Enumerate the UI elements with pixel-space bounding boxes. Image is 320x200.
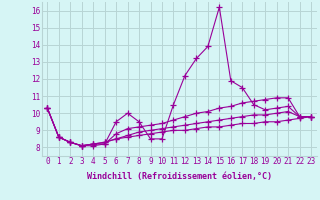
X-axis label: Windchill (Refroidissement éolien,°C): Windchill (Refroidissement éolien,°C) [87, 172, 272, 181]
